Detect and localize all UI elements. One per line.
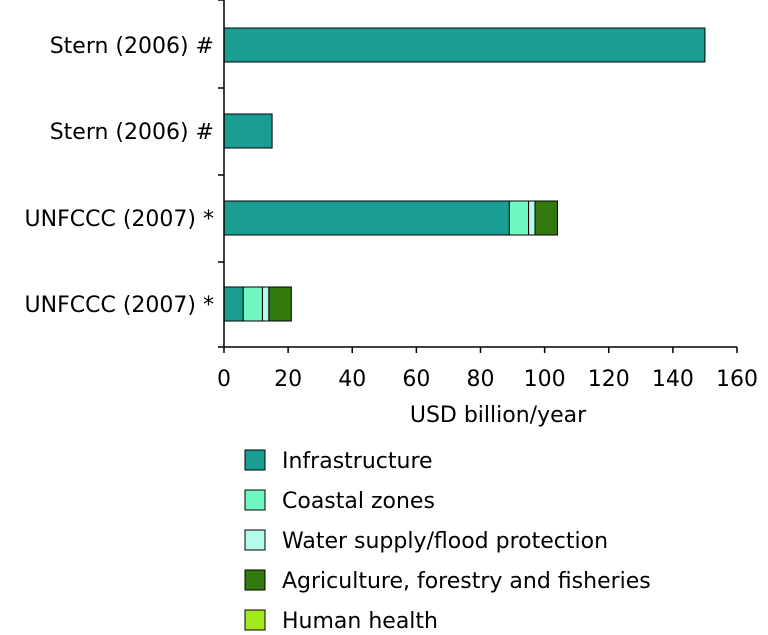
x-tick-label-5: 80 — [467, 367, 495, 392]
legend: Infrastructure Coastal zones Water supply/… — [244, 449, 651, 634]
bar-4-series-3 — [261, 286, 270, 322]
bar-3-series-1 — [223, 200, 510, 236]
bar-4-series-4 — [268, 286, 292, 322]
x-axis-title: USD billion/year — [410, 403, 587, 428]
legend-label-1: Infrastructure — [282, 449, 433, 474]
category-label-3: UNFCCC (2007) * — [25, 207, 214, 232]
legend-swatch-4 — [244, 569, 266, 591]
legend-label-2: Coastal zones — [282, 489, 435, 514]
category-label-2: Stern (2006) # — [50, 120, 214, 145]
bar-2-series-1 — [223, 113, 273, 149]
bar-3-series-4 — [534, 200, 558, 236]
category-label-4: UNFCCC (2007) * — [25, 293, 214, 318]
x-tick-label-4: 60 — [402, 367, 430, 392]
legend-label-4: Agriculture, forestry and fisheries — [282, 569, 651, 594]
x-tick-label-2: 20 — [274, 367, 302, 392]
x-tick-label-3: 40 — [338, 367, 366, 392]
x-ticks: 0 20 40 60 80 100 120 140 160 — [217, 347, 758, 392]
bar-4-series-2 — [242, 286, 263, 322]
legend-label-3: Water supply/flood protection — [282, 529, 608, 554]
bar-1-series-1 — [223, 27, 706, 63]
legend-swatch-5 — [244, 609, 266, 631]
category-label-1: Stern (2006) # — [50, 34, 214, 59]
legend-label-5: Human health — [282, 609, 438, 634]
x-tick-label-6: 100 — [524, 367, 566, 392]
x-tick-label-1: 0 — [217, 367, 231, 392]
legend-swatch-3 — [244, 529, 266, 551]
x-tick-label-7: 120 — [588, 367, 630, 392]
bars-group — [223, 27, 706, 322]
legend-swatch-1 — [244, 449, 266, 471]
x-tick-label-9: 160 — [716, 367, 758, 392]
category-labels: Stern (2006) # Stern (2006) # UNFCCC (2007… — [25, 34, 214, 318]
x-tick-label-8: 140 — [652, 367, 694, 392]
legend-swatch-2 — [244, 489, 266, 511]
bar-3-series-2 — [508, 200, 530, 236]
bar-4-series-1 — [223, 286, 244, 322]
bar-3-series-3 — [528, 200, 536, 236]
